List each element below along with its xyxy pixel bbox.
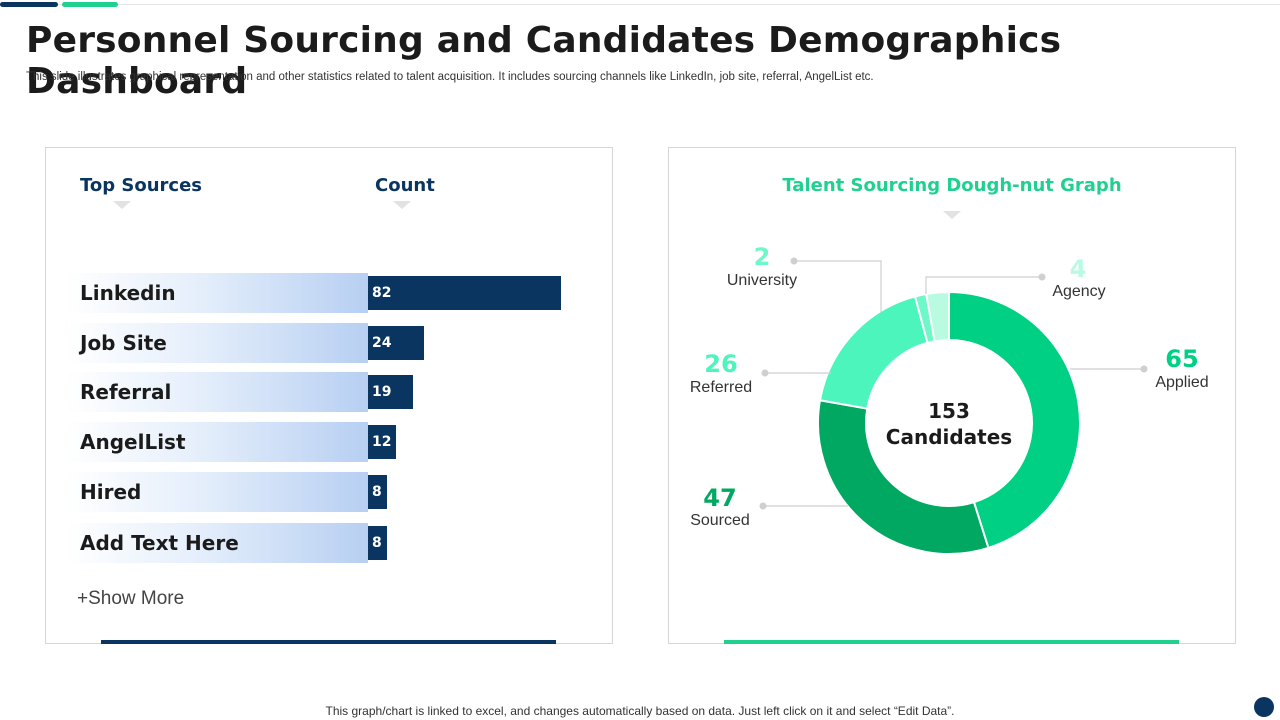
source-label: AngelList	[80, 430, 186, 454]
count-bar: 19	[368, 375, 413, 409]
donut-value-university: 2	[753, 243, 771, 271]
donut-label-agency: Agency	[1052, 283, 1106, 300]
source-row: Add Text Here 8	[66, 523, 586, 563]
count-bar: 82	[368, 276, 561, 310]
count-bar: 8	[368, 526, 387, 560]
leader-dot-referred	[761, 369, 769, 377]
source-label: Linkedin	[80, 281, 176, 305]
count-value: 82	[372, 285, 392, 301]
donut-value-referred: 26	[704, 350, 738, 378]
top-sources-header: Top Sources	[80, 175, 203, 196]
leader-line-university	[794, 260, 882, 312]
donut-panel	[668, 147, 1236, 644]
source-row: Referral 19	[66, 372, 586, 412]
source-label-background	[66, 472, 368, 512]
count-header-notch	[393, 201, 411, 209]
source-label-background	[66, 323, 368, 363]
donut-slice-applied	[948, 290, 1081, 550]
donut-chart-title: Talent Sourcing Dough-nut Graph	[782, 175, 1122, 196]
page-subtitle: This slide illustrates graphical represe…	[26, 71, 874, 83]
donut-slice-agency	[925, 290, 950, 343]
top-sources-header-notch	[113, 201, 131, 209]
header-accent-navy	[0, 2, 58, 7]
corner-dot-icon	[1254, 697, 1274, 717]
donut-label-applied: Applied	[1155, 374, 1209, 391]
source-row: AngelList 12	[66, 422, 586, 462]
source-label: Referral	[80, 380, 172, 404]
leader-dot-agency	[1038, 273, 1046, 281]
donut-label-university: University	[726, 272, 798, 289]
source-label-background	[66, 523, 368, 563]
count-value: 12	[372, 434, 392, 450]
donut-center-count: 153	[928, 399, 970, 423]
leader-dot-applied	[1140, 365, 1148, 373]
right-panel-accent-bar	[724, 640, 1179, 644]
source-label-background	[66, 273, 368, 313]
count-bar: 12	[368, 425, 397, 459]
header-accent-green	[62, 2, 118, 7]
talent-sourcing-donut-chart	[759, 257, 1148, 555]
left-panel-accent-bar	[101, 640, 556, 644]
source-row: Job Site 24	[66, 323, 586, 363]
donut-label-referred: Referred	[689, 379, 753, 396]
count-value: 19	[372, 384, 392, 400]
count-value: 8	[372, 535, 382, 551]
source-label: Job Site	[80, 331, 167, 355]
source-row: Hired 8	[66, 472, 586, 512]
show-more-link[interactable]: +Show More	[77, 588, 185, 609]
leader-line-agency	[925, 276, 1042, 294]
count-value: 24	[372, 335, 392, 351]
source-row: Linkedin 82	[66, 273, 586, 313]
donut-title-notch	[943, 211, 961, 219]
leader-dot-university	[790, 257, 798, 265]
header-divider	[0, 4, 1280, 5]
count-header: Count	[375, 175, 435, 196]
donut-value-applied: 65	[1165, 345, 1199, 373]
donut-value-sourced: 47	[703, 484, 737, 512]
donut-label-sourced: Sourced	[690, 512, 750, 529]
source-label: Hired	[80, 480, 142, 504]
page-title: Personnel Sourcing and Candidates Demogr…	[26, 20, 1062, 102]
donut-slice-referred	[818, 295, 929, 410]
leader-dot-sourced	[759, 502, 767, 510]
donut-slice-sourced	[817, 399, 990, 555]
count-value: 8	[372, 484, 382, 500]
count-bar: 24	[368, 326, 425, 360]
source-label-background	[66, 422, 368, 462]
footer-note: This graph/chart is linked to excel, and…	[325, 704, 955, 718]
source-label: Add Text Here	[80, 531, 239, 555]
source-label-background	[66, 372, 368, 412]
count-bar: 8	[368, 475, 387, 509]
donut-value-agency: 4	[1069, 255, 1087, 283]
donut-center-label: Candidates	[885, 425, 1013, 449]
